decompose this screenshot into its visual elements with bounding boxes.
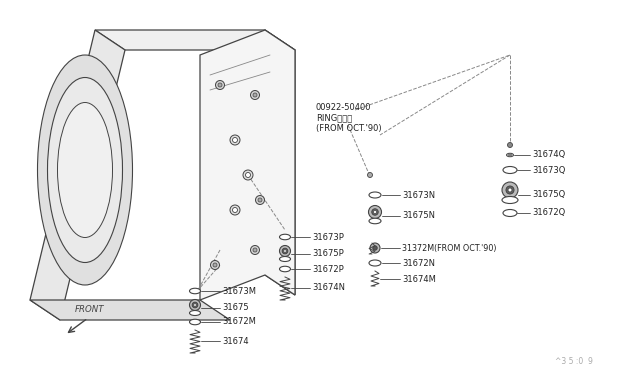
Circle shape <box>370 243 380 253</box>
Circle shape <box>506 186 514 194</box>
Circle shape <box>232 208 237 212</box>
Text: 31675Q: 31675Q <box>532 190 565 199</box>
Text: 00922-50400: 00922-50400 <box>316 103 371 112</box>
Circle shape <box>502 182 518 198</box>
Text: 31672Q: 31672Q <box>532 208 565 218</box>
Polygon shape <box>265 30 295 295</box>
Text: 31673N: 31673N <box>402 190 435 199</box>
Circle shape <box>194 304 196 306</box>
Polygon shape <box>30 300 230 320</box>
Text: 31372M(FROM OCT.'90): 31372M(FROM OCT.'90) <box>402 244 497 253</box>
Polygon shape <box>30 30 125 320</box>
Text: 31674Q: 31674Q <box>532 151 565 160</box>
Circle shape <box>258 198 262 202</box>
Ellipse shape <box>47 77 122 263</box>
Ellipse shape <box>280 257 291 262</box>
Text: ^3 5 :0  9: ^3 5 :0 9 <box>555 357 593 366</box>
Circle shape <box>232 138 237 142</box>
Ellipse shape <box>189 319 200 325</box>
Text: FRONT: FRONT <box>75 305 104 314</box>
Text: 31675N: 31675N <box>402 212 435 221</box>
Text: 31673Q: 31673Q <box>532 166 565 174</box>
Ellipse shape <box>369 218 381 224</box>
Circle shape <box>250 90 259 99</box>
Ellipse shape <box>280 234 291 240</box>
Circle shape <box>230 135 240 145</box>
Circle shape <box>250 246 259 254</box>
Circle shape <box>372 209 378 215</box>
Text: 31674M: 31674M <box>402 275 436 283</box>
Circle shape <box>213 263 217 267</box>
Text: 31673P: 31673P <box>312 232 344 241</box>
Circle shape <box>211 260 220 269</box>
Ellipse shape <box>369 192 381 198</box>
Circle shape <box>192 302 198 308</box>
Text: 31672N: 31672N <box>402 259 435 267</box>
Ellipse shape <box>38 55 132 285</box>
Circle shape <box>367 173 372 177</box>
Text: 31675: 31675 <box>222 304 248 312</box>
Circle shape <box>280 246 291 257</box>
Ellipse shape <box>369 260 381 266</box>
Text: 31673M: 31673M <box>222 286 256 295</box>
Circle shape <box>189 299 200 311</box>
Circle shape <box>218 83 222 87</box>
Text: 31672P: 31672P <box>312 264 344 273</box>
Polygon shape <box>95 30 295 50</box>
Circle shape <box>372 246 377 250</box>
Ellipse shape <box>503 167 517 173</box>
Circle shape <box>284 250 286 252</box>
Circle shape <box>230 205 240 215</box>
Text: 31674: 31674 <box>222 337 248 346</box>
Circle shape <box>508 142 513 148</box>
Polygon shape <box>200 30 295 300</box>
Circle shape <box>369 205 381 218</box>
Circle shape <box>282 248 288 254</box>
Circle shape <box>255 196 264 205</box>
Ellipse shape <box>189 288 200 294</box>
Text: 31675P: 31675P <box>312 250 344 259</box>
Circle shape <box>253 248 257 252</box>
Circle shape <box>508 188 512 192</box>
Ellipse shape <box>502 196 518 203</box>
Text: (FROM OCT.'90): (FROM OCT.'90) <box>316 124 381 132</box>
Ellipse shape <box>503 209 517 217</box>
Ellipse shape <box>189 311 200 315</box>
Ellipse shape <box>280 266 291 272</box>
Circle shape <box>374 211 376 214</box>
Ellipse shape <box>509 154 511 156</box>
Text: RINGリング: RINGリング <box>316 113 352 122</box>
Circle shape <box>216 80 225 90</box>
Circle shape <box>253 93 257 97</box>
Circle shape <box>243 170 253 180</box>
Text: 31674N: 31674N <box>312 283 345 292</box>
Ellipse shape <box>58 103 113 237</box>
Text: 31672M: 31672M <box>222 317 256 327</box>
Ellipse shape <box>506 153 513 157</box>
Circle shape <box>246 173 250 177</box>
